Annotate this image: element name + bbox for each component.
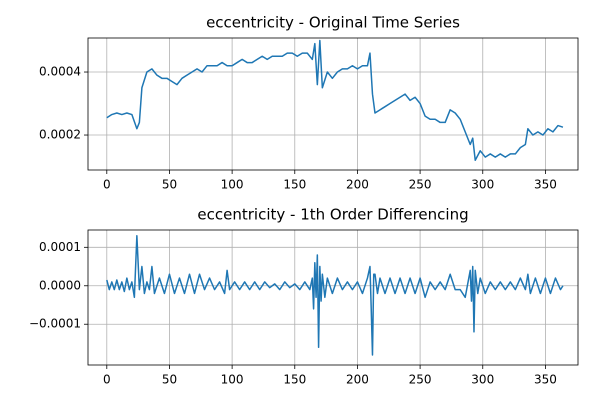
x-tick-label: 350 <box>534 178 557 192</box>
chart-title: eccentricity - Original Time Series <box>206 14 460 32</box>
y-tick-label: −0.0001 <box>29 317 81 331</box>
axes-frame <box>87 37 579 171</box>
x-tick-label: 50 <box>162 373 177 387</box>
x-tick-label: 50 <box>162 178 177 192</box>
x-tick-label: 300 <box>471 373 494 387</box>
x-tick-label: 150 <box>283 178 306 192</box>
x-tick-label: 250 <box>409 373 432 387</box>
x-tick-label: 0 <box>103 373 111 387</box>
chart-title: eccentricity - 1th Order Differencing <box>197 206 468 224</box>
y-tick-label: 0.0000 <box>39 278 81 292</box>
x-tick-label: 300 <box>471 178 494 192</box>
x-tick-label: 100 <box>221 373 244 387</box>
y-tick-label: 0.0002 <box>39 128 81 142</box>
x-tick-label: 200 <box>346 178 369 192</box>
y-tick-label: 0.0001 <box>39 240 81 254</box>
x-tick-label: 150 <box>283 373 306 387</box>
x-tick-label: 350 <box>534 373 557 387</box>
series-line <box>106 235 564 356</box>
x-tick-label: 0 <box>103 178 111 192</box>
x-tick-label: 100 <box>221 178 244 192</box>
axes-frame <box>87 229 579 366</box>
y-tick-label: 0.0004 <box>39 65 81 79</box>
series-line <box>106 39 564 161</box>
x-tick-label: 250 <box>409 178 432 192</box>
x-tick-label: 200 <box>346 373 369 387</box>
